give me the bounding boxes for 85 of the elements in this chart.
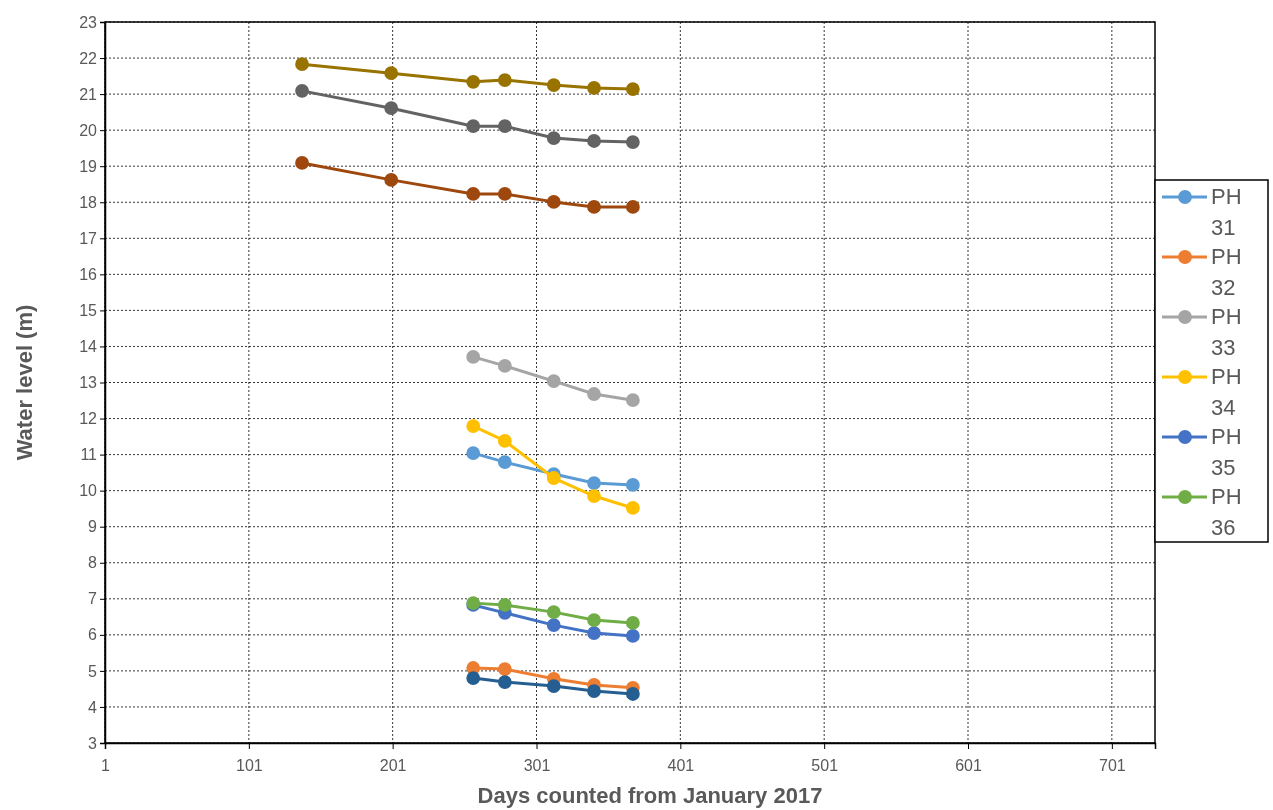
- y-tick-label: 8: [88, 554, 98, 572]
- point: [466, 119, 481, 134]
- y-tick-label: 12: [79, 410, 98, 428]
- x-tick-label: 701: [1099, 757, 1126, 775]
- y-tick-label: 16: [79, 265, 98, 283]
- x-axis-title: Days counted from January 2017: [477, 783, 823, 808]
- y-tick-label: 10: [79, 482, 98, 500]
- x-tick-label: 401: [667, 757, 695, 775]
- x-tick-label: 1: [101, 757, 111, 775]
- point: [497, 455, 512, 470]
- point: [497, 434, 512, 448]
- point: [625, 687, 640, 701]
- point: [587, 613, 601, 627]
- y-tick-label: 23: [79, 13, 98, 31]
- y-tick-label: 15: [79, 302, 98, 320]
- point: [295, 57, 309, 72]
- y-tick-label: 20: [79, 121, 98, 139]
- point: [466, 419, 481, 434]
- point: [546, 194, 561, 209]
- point: [587, 489, 601, 503]
- point: [497, 662, 512, 676]
- point: [625, 629, 640, 643]
- point: [587, 476, 601, 490]
- point: [497, 598, 512, 612]
- y-tick-label: 9: [88, 518, 98, 536]
- x-tick-label: 101: [235, 757, 263, 775]
- point: [466, 350, 481, 364]
- legend-label: PH 36: [1211, 484, 1242, 540]
- point: [466, 187, 481, 201]
- legend-label: PH 31: [1211, 184, 1242, 240]
- legend-label: PH 32: [1211, 244, 1242, 300]
- point: [587, 134, 601, 148]
- point: [625, 616, 640, 630]
- y-axis-title: Water level (m): [12, 304, 37, 461]
- point: [587, 200, 601, 214]
- point: [587, 81, 601, 95]
- point: [497, 359, 512, 373]
- point: [587, 684, 601, 698]
- point: [546, 605, 561, 620]
- y-tick-label: 14: [79, 338, 98, 356]
- x-tick-label: 301: [523, 757, 551, 775]
- y-tick-label: 17: [79, 229, 98, 247]
- x-tick-label: 501: [811, 757, 839, 775]
- point: [546, 374, 561, 388]
- y-tick-label: 3: [88, 734, 98, 752]
- point: [466, 446, 481, 461]
- point: [546, 78, 561, 92]
- y-tick-label: 6: [88, 626, 98, 644]
- point: [625, 501, 640, 515]
- legend-label: PH 35: [1211, 424, 1242, 480]
- y-tick-label: 22: [79, 49, 98, 67]
- x-tick-label: 201: [379, 757, 407, 775]
- point: [295, 83, 309, 98]
- point: [497, 675, 512, 689]
- y-tick-label: 13: [79, 374, 98, 392]
- point: [466, 74, 481, 89]
- point: [587, 626, 601, 640]
- point: [384, 66, 399, 81]
- y-tick-label: 5: [88, 662, 98, 680]
- point: [625, 200, 640, 214]
- legend-label: PH 33: [1211, 304, 1242, 360]
- point: [546, 618, 561, 633]
- point: [625, 82, 640, 96]
- y-tick-label: 11: [80, 446, 98, 464]
- point: [625, 477, 640, 492]
- point: [497, 73, 512, 87]
- x-tick-label: 601: [955, 757, 982, 775]
- point: [384, 173, 399, 187]
- point: [587, 387, 601, 401]
- point: [466, 671, 481, 686]
- point: [546, 471, 561, 485]
- legend-label: PH 34: [1211, 364, 1242, 420]
- point: [546, 131, 561, 145]
- y-tick-label: 4: [88, 698, 98, 716]
- y-tick-label: 21: [79, 85, 98, 103]
- point: [497, 119, 512, 134]
- point: [295, 156, 309, 170]
- point: [625, 393, 640, 408]
- point: [546, 679, 561, 693]
- point: [625, 135, 640, 149]
- y-tick-label: 7: [88, 590, 98, 608]
- y-tick-label: 19: [79, 157, 98, 175]
- y-tick-label: 18: [79, 193, 98, 211]
- point: [497, 187, 512, 201]
- point: [384, 101, 399, 116]
